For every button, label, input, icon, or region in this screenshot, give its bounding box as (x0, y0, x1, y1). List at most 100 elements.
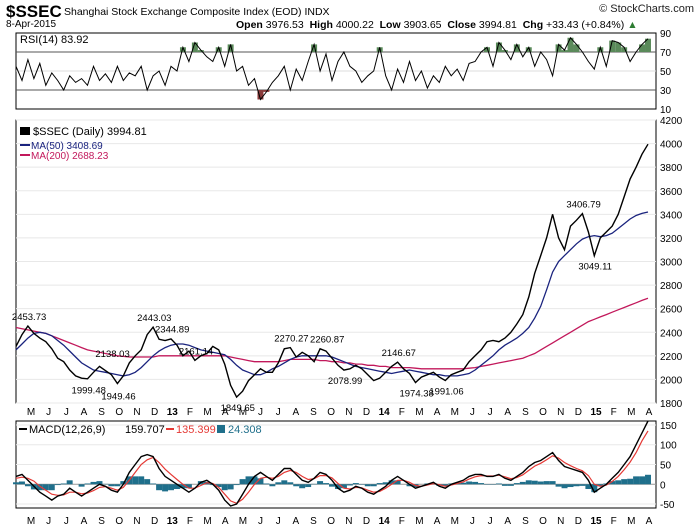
macd-histogram-bar (24, 484, 31, 487)
low-label: Low (379, 19, 401, 31)
time-axis-label: D (151, 407, 158, 418)
time-axis-label: A (646, 407, 653, 418)
time-axis-label: M (203, 516, 211, 527)
macd-histogram-bar (627, 478, 634, 485)
macd-histogram-bar (388, 480, 395, 485)
time-axis-label: N (557, 516, 564, 527)
macd-histogram-bar (507, 484, 514, 486)
time-axis-label: A (222, 407, 229, 418)
macd-histogram-bar (543, 481, 550, 485)
time-axis-label: F (399, 516, 405, 527)
chg-up-arrow-icon: ▲ (627, 19, 638, 31)
price-legend-label: $SSEC (Daily) 3994.81 (33, 126, 147, 138)
time-axis-label: N (345, 407, 352, 418)
rsi-tick-label: 70 (660, 48, 672, 59)
time-axis-label: A (293, 516, 300, 527)
rsi-overbought-fill (215, 47, 222, 52)
macd-histogram-bar (78, 484, 85, 487)
rsi-overbought-fill (179, 47, 186, 52)
price-legend-swatch (20, 127, 30, 135)
macd-histogram-bar (549, 481, 556, 485)
time-axis-label: D (575, 516, 582, 527)
macd-histogram-bar (293, 484, 300, 487)
time-axis-label: D (363, 407, 370, 418)
rsi-overbought-fill (573, 44, 580, 52)
macd-histogram-bar (60, 483, 67, 485)
rsi-overbought-fill (495, 42, 502, 52)
price-line (15, 143, 649, 399)
rsi-overbought-fill (555, 44, 562, 52)
macd-histogram-bar (394, 480, 401, 485)
time-axis-label: F (399, 407, 405, 418)
high-label: High (309, 19, 333, 31)
time-axis-label: M (627, 516, 635, 527)
macd-histogram-bar (340, 484, 347, 489)
time-axis-label: 13 (167, 407, 179, 418)
price-annotation: 1999.48 (72, 385, 106, 396)
macd-histogram-bar (364, 484, 371, 487)
time-axis-label: S (98, 407, 105, 418)
price-annotation: 3406.79 (566, 200, 600, 211)
macd-histogram-bar (305, 484, 312, 488)
ohlc-readout: Open 3976.53 High 4000.22 Low 3903.65 Cl… (236, 19, 638, 31)
time-axis-label: J (276, 516, 281, 527)
macd-histogram-bar (168, 484, 174, 491)
price-annotation: 2138.03 (95, 349, 129, 360)
rsi-tick-label: 10 (660, 105, 672, 116)
time-axis-label: 15 (590, 516, 602, 527)
time-axis-label: J (470, 516, 475, 527)
macd-histogram-bar (54, 484, 61, 486)
close-value: 3994.81 (478, 19, 517, 31)
time-axis-label: A (646, 516, 653, 527)
macd-legend-macd: 159.707 (125, 424, 165, 436)
macd-histogram-bar (334, 484, 341, 490)
rsi-overbought-fill (621, 47, 628, 52)
macd-histogram-bar (132, 476, 139, 485)
rsi-overbought-fill (197, 50, 204, 52)
macd-histogram-bar (621, 479, 628, 485)
macd-histogram-bar (233, 484, 240, 486)
price-time-axis: M J J A S O N D 13 F M A M J J A S O N D 14 F M A M J J A S O N D 15 F M A (27, 407, 653, 418)
open-value: 3976.53 (265, 19, 304, 31)
price-tick-label: 4200 (660, 116, 683, 127)
time-axis-label: M (239, 516, 247, 527)
time-axis-label: A (434, 407, 441, 418)
macd-histogram-bar (579, 484, 586, 486)
rsi-tick-label: 50 (660, 67, 672, 78)
macd-histogram-bar (120, 481, 127, 485)
macd-histogram-bar (573, 484, 580, 487)
ma200-legend-label: MA(200) 2688.23 (31, 151, 109, 162)
macd-histogram-bar (615, 480, 622, 485)
macd-histogram-bar (639, 476, 646, 485)
macd-legend-label: MACD(12,26,9) (29, 424, 105, 436)
macd-tick-label: 100 (660, 441, 677, 452)
price-annotation: 1991.06 (429, 386, 463, 397)
macd-histogram-bar (138, 476, 145, 485)
macd-histogram-bar (275, 482, 282, 485)
macd-legend: MACD(12,26,9) 159.707 135.399 24.308 (19, 424, 262, 436)
macd-histogram-bar (585, 484, 592, 490)
macd-histogram-bar (406, 484, 413, 487)
time-axis-label: J (258, 516, 263, 527)
brand-logo[interactable]: © StockCharts.com (599, 3, 694, 15)
macd-histogram-bar (645, 474, 651, 485)
time-axis-label: 14 (379, 516, 391, 527)
macd-histogram-bar (13, 482, 19, 485)
time-axis-label: 15 (590, 407, 602, 418)
macd-histogram-bar (269, 484, 276, 487)
price-annotation: 1974.38 (399, 388, 433, 399)
macd-histogram-bar (633, 476, 640, 485)
rsi-overbought-fill (639, 44, 646, 52)
macd-histogram-bar (501, 484, 508, 486)
time-axis-label: F (187, 407, 193, 418)
macd-histogram-bar (90, 481, 97, 485)
time-axis-label: N (133, 407, 140, 418)
price-tick-label: 2800 (660, 281, 683, 292)
low-value: 3903.65 (403, 19, 442, 31)
macd-histogram-bar (495, 483, 502, 485)
rsi-overbought-fill (501, 50, 508, 52)
index-name: Shanghai Stock Exchange Composite Index … (64, 6, 302, 18)
price-tick-label: 3400 (660, 210, 683, 221)
price-annotation: 3049.11 (578, 262, 612, 273)
macd-signal-line (15, 430, 649, 504)
